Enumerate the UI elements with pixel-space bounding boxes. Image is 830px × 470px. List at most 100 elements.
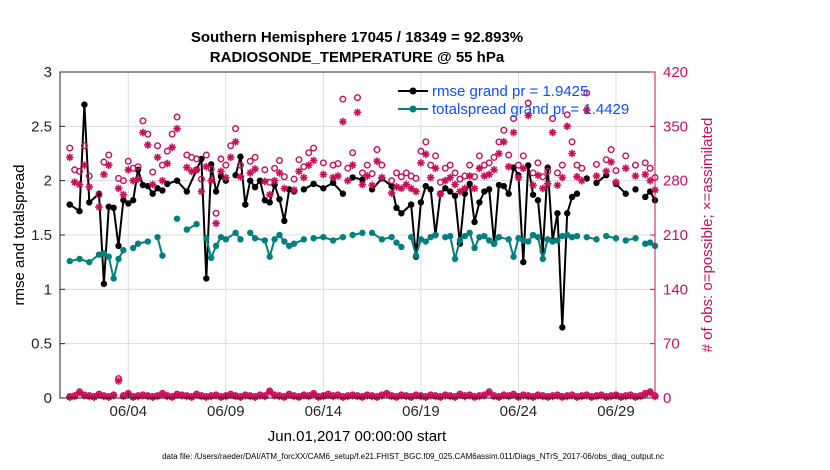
obs-assimilated-marker-stroke	[227, 154, 234, 161]
obs-bottom-assimilated-marker	[314, 393, 323, 402]
obs-assimilated-marker-stroke	[520, 165, 527, 172]
obs-bottom-assimilated-marker-stroke	[583, 392, 590, 399]
rmse-point	[329, 179, 337, 187]
obs-assimilated-marker	[148, 180, 157, 189]
rmse-point	[173, 177, 181, 184]
totalspread-line	[313, 236, 344, 242]
obs-possible-marker	[310, 144, 318, 152]
obs-assimilated-marker	[104, 161, 113, 169]
obs-assimilated-marker	[539, 184, 547, 193]
totalspread-point	[251, 235, 259, 242]
obs-bottom-assimilated-marker-stroke	[568, 392, 576, 399]
obs-assimilated-marker	[631, 172, 640, 180]
obs-assimilated-marker-stroke	[529, 182, 537, 189]
obs-assimilated-marker	[412, 187, 420, 196]
obs-assimilated-marker-stroke	[159, 177, 166, 184]
rmse-point	[66, 201, 73, 208]
obs-possible-marker	[124, 157, 132, 165]
obs-assimilated-marker-stroke	[115, 185, 122, 192]
obs-assimilated-marker	[495, 149, 503, 158]
obs-possible-marker	[222, 161, 230, 169]
totalspread-point	[271, 236, 278, 243]
rmse-point	[86, 199, 93, 206]
obs-assimilated-marker-stroke	[417, 159, 425, 167]
obs-assimilated-marker-stroke	[105, 161, 112, 169]
obs-possible-marker	[339, 95, 347, 103]
rmse-point	[183, 188, 191, 195]
obs-possible-marker	[466, 161, 474, 169]
obs-assimilated-marker-stroke	[534, 172, 542, 179]
obs-assimilated-marker	[548, 128, 557, 137]
totalspread-point	[529, 231, 537, 239]
rmse-point	[349, 174, 356, 181]
legend-spread-label: totalspread grand pr = 1.4429	[432, 101, 629, 118]
obs-assimilated-marker-stroke	[237, 173, 244, 181]
obs-possible-marker	[622, 152, 630, 160]
obs-bottom-assimilated-marker-stroke	[383, 390, 390, 398]
rmse-point	[129, 197, 137, 204]
obs-possible-marker	[271, 164, 279, 172]
obs-assimilated-marker-stroke	[305, 161, 312, 169]
totalspread-point	[583, 233, 590, 241]
obs-assimilated-marker	[158, 176, 167, 185]
obs-assimilated-marker-stroke	[368, 182, 376, 189]
obs-bottom-assimilated-marker-stroke	[193, 391, 200, 399]
totalspread-point	[66, 257, 73, 265]
obs-assimilated-marker-stroke	[573, 173, 581, 181]
totalspread-point	[266, 253, 273, 260]
obs-assimilated-marker-stroke	[203, 163, 210, 170]
obs-assimilated-marker-stroke	[442, 177, 449, 184]
x-axis-label: Jun.01,2017 00:00:00 start	[268, 428, 447, 445]
obs-assimilated-marker-stroke	[451, 181, 459, 188]
totalspread-point	[320, 233, 327, 241]
obs-possible-marker	[173, 113, 181, 121]
obs-bottom-assimilated-marker-stroke	[115, 377, 122, 385]
obs-possible-marker	[524, 99, 532, 107]
totalspread-point	[593, 236, 600, 243]
obs-possible-marker	[505, 151, 513, 159]
obs-assimilated-marker	[436, 190, 445, 198]
obs-bottom-assimilated-marker	[392, 393, 401, 402]
obs-assimilated-marker-stroke	[583, 106, 590, 114]
legend-rmse-label: rmse grand pr = 1.9425	[432, 83, 588, 100]
obs-possible-marker	[573, 161, 581, 169]
obs-assimilated-marker-stroke	[100, 171, 108, 178]
obs-assimilated-marker-stroke	[164, 160, 171, 167]
obs-assimilated-marker	[261, 177, 269, 186]
obs-assimilated-marker	[100, 170, 108, 179]
totalspread-point	[349, 231, 356, 239]
obs-possible-marker	[358, 169, 366, 177]
totalspread-point	[203, 235, 210, 242]
obs-possible-marker	[305, 149, 313, 157]
obs-assimilated-marker	[363, 172, 372, 180]
obs-bottom-assimilated-marker-stroke	[573, 393, 581, 401]
obs-assimilated-marker-stroke	[607, 158, 615, 166]
rmse-point	[485, 186, 493, 193]
x-tick-label: 06/04	[110, 403, 148, 420]
obs-assimilated-marker-stroke	[154, 154, 161, 161]
obs-bottom-assimilated-marker-stroke	[412, 392, 420, 399]
obs-possible-marker	[519, 152, 527, 160]
obs-assimilated-marker	[373, 157, 381, 166]
obs-assimilated-marker-stroke	[407, 185, 415, 192]
totalspread-point	[534, 233, 542, 241]
obs-assimilated-marker	[465, 172, 474, 180]
obs-bottom-assimilated-marker-stroke	[588, 393, 595, 401]
y-left-tick-label: 0	[44, 390, 52, 407]
rmse-point	[110, 204, 117, 212]
obs-possible-marker	[85, 172, 93, 180]
obs-assimilated-marker-stroke	[490, 166, 498, 174]
totalspread-point	[115, 255, 122, 263]
totalspread-point	[485, 237, 493, 244]
obs-assimilated-marker	[485, 170, 493, 179]
rmse-point	[481, 188, 488, 195]
obs-possible-marker	[456, 175, 464, 183]
obs-assimilated-marker	[217, 167, 225, 176]
obs-bottom-assimilated-marker-stroke	[349, 392, 356, 399]
obs-assimilated-marker	[251, 165, 259, 173]
obs-possible-marker	[76, 167, 84, 175]
obs-bottom-assimilated-marker-stroke	[173, 391, 181, 399]
obs-assimilated-marker	[441, 176, 450, 185]
obs-assimilated-marker-stroke	[266, 191, 273, 198]
obs-possible-marker	[373, 146, 381, 154]
